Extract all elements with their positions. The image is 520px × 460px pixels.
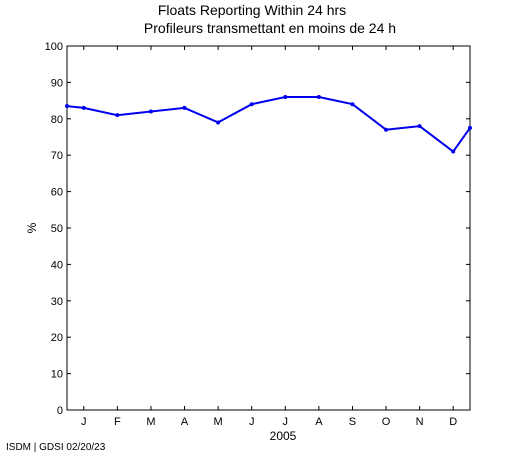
- x-tick-label: M: [214, 416, 223, 428]
- data-point: [115, 113, 120, 118]
- x-tick-label: A: [181, 416, 189, 428]
- y-axis: 0 10 20 30 40 50 60 70 80 90 100: [45, 41, 470, 417]
- data-point: [350, 102, 355, 107]
- x-tick-label: J: [249, 416, 255, 428]
- x-tick-label: J: [81, 416, 87, 428]
- x-tick-label: D: [449, 416, 457, 428]
- x-tick-label: O: [382, 416, 391, 428]
- y-tick-label: 20: [51, 332, 63, 344]
- y-tick-label: 100: [45, 41, 63, 53]
- y-tick-label: 30: [51, 296, 63, 308]
- data-point: [417, 124, 422, 129]
- y-axis-label: %: [25, 222, 39, 233]
- chart-title: Floats Reporting Within 24 hrs: [158, 2, 346, 18]
- series-line: [66, 96, 471, 154]
- y-tick-label: 80: [51, 114, 63, 126]
- y-tick-label: 90: [51, 77, 63, 89]
- y-tick-label: 40: [51, 259, 63, 271]
- x-axis-label: 2005: [270, 429, 297, 443]
- data-point: [384, 127, 389, 132]
- series-floats-reporting: [65, 94, 472, 154]
- data-point: [468, 125, 472, 130]
- data-point: [148, 109, 153, 114]
- chart-subtitle: Profileurs transmettant en moins de 24 h: [144, 20, 396, 36]
- data-point: [451, 149, 456, 154]
- data-point: [182, 105, 187, 110]
- footer-credit: ISDM | GDSI 02/20/23: [6, 442, 106, 453]
- data-point: [216, 120, 221, 125]
- x-tick-label: F: [114, 416, 121, 428]
- y-tick-label: 70: [51, 150, 63, 162]
- y-tick-label: 0: [57, 405, 63, 417]
- data-point: [81, 105, 86, 110]
- data-point: [283, 94, 288, 99]
- y-tick-label: 60: [51, 187, 63, 199]
- data-point: [316, 94, 321, 99]
- x-tick-label: M: [146, 416, 155, 428]
- y-tick-label: 10: [51, 369, 63, 381]
- data-point: [65, 104, 69, 109]
- x-tick-label: S: [349, 416, 356, 428]
- x-tick-label: A: [315, 416, 323, 428]
- data-point: [249, 102, 254, 107]
- x-tick-label: N: [416, 416, 424, 428]
- y-tick-label: 50: [51, 223, 63, 235]
- x-tick-label: J: [283, 416, 289, 428]
